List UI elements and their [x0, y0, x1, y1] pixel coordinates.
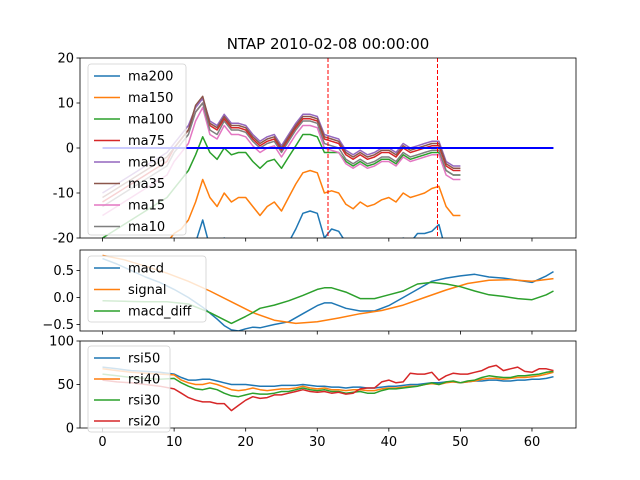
axes-frame: [79, 249, 577, 332]
legend-label-macd: macd: [128, 262, 164, 277]
legend-label-rsi20: rsi20: [128, 415, 160, 430]
ma-panel: -20-1001020ma200ma150ma100ma75ma50ma35ma…: [53, 52, 577, 247]
legend-label-rsi30: rsi30: [128, 394, 160, 409]
plot-area: [102, 364, 554, 412]
y-tick-label: 0: [66, 422, 74, 437]
legend-label-ma50: ma50: [128, 156, 165, 171]
rsi-panel: 0 50 100 0 10 20 30 40 50 60 rsi50 rsi40 rsi30 rsi20: [49, 335, 577, 450]
legend-box: [87, 345, 171, 433]
series-line-rsi50: [102, 366, 554, 389]
legend-box: [87, 255, 207, 323]
x-tick-label: 60: [524, 435, 541, 450]
legend-label-ma75: ma75: [128, 134, 165, 149]
y-tick-label: 10: [57, 97, 74, 112]
legend-label-rsi40: rsi40: [128, 373, 160, 388]
legend-label-ma15: ma15: [128, 199, 165, 214]
x-tick-label: 0: [98, 435, 106, 450]
y-tick-label: 0: [66, 142, 74, 157]
y-tick-label: -20: [53, 232, 74, 247]
legend-label-macd-diff: macd_diff: [128, 305, 192, 320]
legend: rsi50 rsi40 rsi30 rsi20: [87, 345, 171, 433]
y-tick-label: 50: [57, 378, 74, 393]
series-line-rsi20: [102, 364, 554, 412]
legend-label-ma150: ma150: [128, 91, 173, 106]
y-tick-label: 0.5: [53, 264, 74, 279]
series-line-rsi40: [102, 368, 554, 392]
legend: macd signal macd_diff: [87, 255, 207, 323]
macd-panel: −0.5 0.0 0.5 macd signal macd_diff: [42, 249, 577, 335]
x-tick-label: 20: [237, 435, 254, 450]
legend-label-ma10: ma10: [128, 220, 165, 235]
x-tick-label: 10: [166, 435, 183, 450]
x-tick-label: 50: [452, 435, 469, 450]
legend-box: [87, 63, 187, 236]
y-tick-label: 0.0: [53, 291, 74, 306]
legend-label-ma35: ma35: [128, 177, 165, 192]
y-tick-label: 20: [57, 52, 74, 67]
series-line-rsi30: [102, 370, 554, 398]
legend-label-signal: signal: [128, 283, 166, 298]
x-tick-label: 30: [309, 435, 326, 450]
legend: ma200 ma150 ma100 ma75 ma50 ma35 ma15 ma10: [87, 63, 187, 236]
legend-label-ma100: ma100: [128, 113, 173, 128]
x-tick-label: 40: [381, 435, 398, 450]
y-tick-label: 100: [49, 335, 74, 350]
legend-label-ma200: ma200: [128, 70, 173, 85]
y-tick-label: −0.5: [42, 318, 74, 333]
legend-label-rsi50: rsi50: [128, 352, 160, 367]
y-tick-label: -10: [53, 187, 74, 202]
series-line-ma150: [169, 169, 461, 238]
series-line-macd-diff: [102, 281, 554, 325]
chart-title: NTAP 2010-02-08 00:00:00: [227, 35, 430, 53]
